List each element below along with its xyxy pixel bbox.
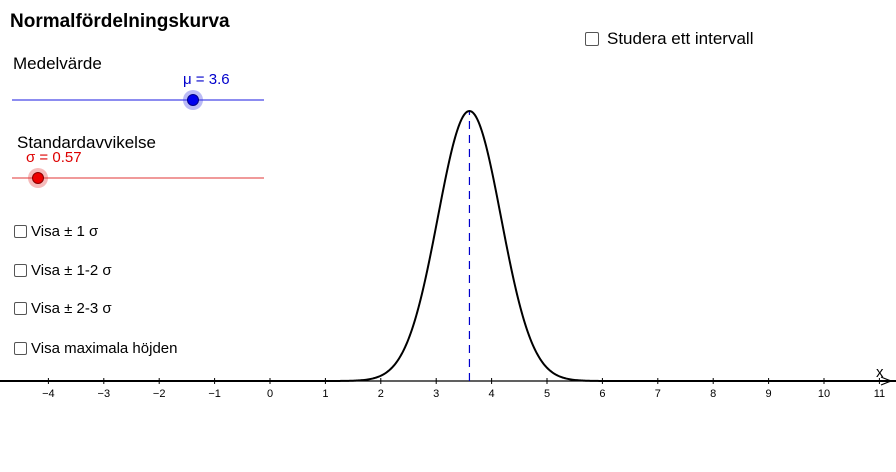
- show-1-sigma-row[interactable]: Visa ± 1 σ: [14, 223, 98, 240]
- show-1-2-sigma-checkbox[interactable]: [14, 264, 27, 277]
- sd-slider-value: σ = 0.57: [26, 149, 82, 166]
- x-tick-label: 1: [322, 388, 328, 400]
- show-max-height-checkbox[interactable]: [14, 342, 27, 355]
- x-tick-label: −4: [42, 388, 55, 400]
- x-tick-label: −3: [98, 388, 111, 400]
- show-1-sigma-label: Visa ± 1 σ: [31, 223, 99, 240]
- show-2-3-sigma-row[interactable]: Visa ± 2-3 σ: [14, 300, 112, 317]
- mean-slider-value: μ = 3.6: [183, 71, 230, 88]
- mean-slider-label: Medelvärde: [13, 54, 102, 73]
- show-1-2-sigma-label: Visa ± 1-2 σ: [31, 262, 112, 279]
- page-title: Normalfördelningskurva: [10, 11, 230, 32]
- x-tick-label: 6: [599, 388, 605, 400]
- show-1-2-sigma-row[interactable]: Visa ± 1-2 σ: [14, 262, 112, 279]
- interval-checkbox-label: Studera ett intervall: [607, 29, 754, 48]
- x-tick-label: 0: [267, 388, 273, 400]
- sd-slider-label: Standardavvikelse: [17, 133, 156, 152]
- x-axis-label: x: [876, 364, 884, 381]
- x-tick-label: −1: [208, 388, 221, 400]
- interval-checkbox-row[interactable]: Studera ett intervall: [585, 29, 753, 49]
- x-tick-label: 11: [874, 388, 885, 400]
- x-tick-label: 2: [378, 388, 384, 400]
- x-tick-label: 7: [655, 388, 661, 400]
- density-curve: [0, 109, 896, 382]
- interval-checkbox[interactable]: [585, 32, 599, 46]
- x-axis-ticks: −4 −3 −2 −1 0 1 2 3 4 5 6 7 8 9 10 11: [42, 378, 885, 400]
- sd-slider-handle[interactable]: [32, 172, 44, 184]
- mean-slider-track[interactable]: [12, 99, 264, 101]
- show-2-3-sigma-checkbox[interactable]: [14, 302, 27, 315]
- mean-slider-handle[interactable]: [187, 94, 199, 106]
- x-tick-label: 9: [766, 388, 772, 400]
- x-tick-label: 8: [710, 388, 716, 400]
- x-tick-label: 10: [818, 388, 830, 400]
- x-tick-label: −2: [153, 388, 166, 400]
- show-1-sigma-checkbox[interactable]: [14, 225, 27, 238]
- x-tick-label: 4: [489, 388, 495, 400]
- show-max-height-label: Visa maximala höjden: [31, 340, 178, 357]
- x-tick-label: 5: [544, 388, 550, 400]
- sd-slider-track[interactable]: [12, 177, 264, 179]
- show-2-3-sigma-label: Visa ± 2-3 σ: [31, 300, 112, 317]
- x-tick-label: 3: [433, 388, 439, 400]
- show-max-height-row[interactable]: Visa maximala höjden: [14, 340, 177, 357]
